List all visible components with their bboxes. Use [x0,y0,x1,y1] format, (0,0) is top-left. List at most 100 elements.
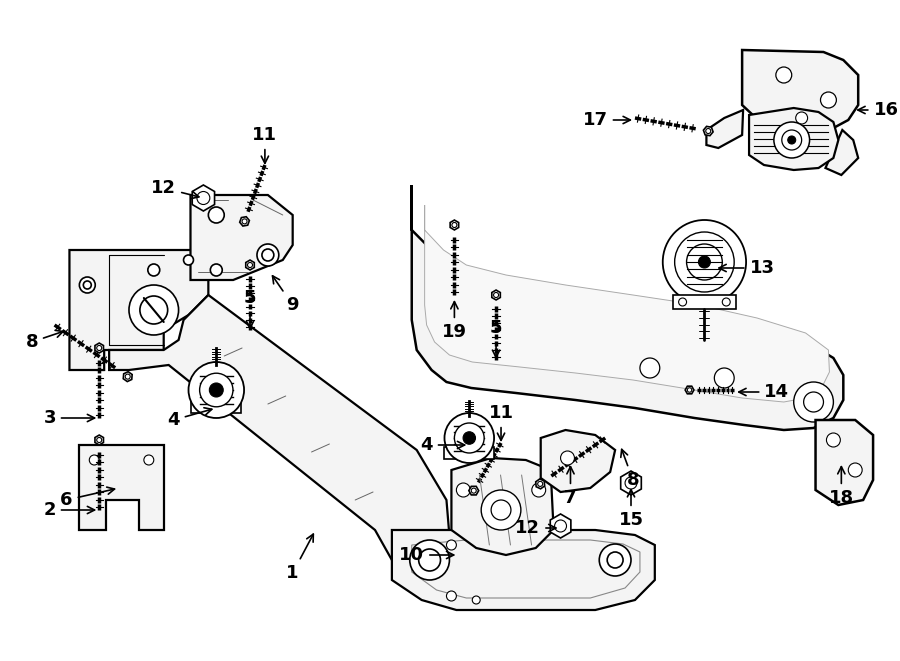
Circle shape [129,285,178,335]
Text: 4: 4 [167,408,212,429]
Circle shape [211,264,222,276]
Circle shape [804,392,824,412]
Circle shape [554,520,566,532]
Circle shape [144,455,154,465]
Circle shape [561,451,574,465]
Text: 19: 19 [442,301,467,341]
Bar [672,295,736,309]
Text: 13: 13 [719,259,775,277]
Circle shape [537,481,543,486]
Text: 11: 11 [489,404,514,440]
Polygon shape [469,486,479,495]
Text: 17: 17 [583,111,630,129]
Circle shape [826,433,841,447]
Circle shape [454,423,484,453]
Text: 5: 5 [244,289,256,329]
Circle shape [184,255,194,265]
Polygon shape [191,195,292,280]
Circle shape [446,591,456,601]
Polygon shape [392,530,655,610]
Polygon shape [193,185,214,211]
Circle shape [608,552,623,568]
Polygon shape [749,108,839,170]
Circle shape [687,244,723,280]
Polygon shape [704,126,713,136]
Text: 16: 16 [858,101,898,119]
Circle shape [197,192,210,204]
Circle shape [788,136,796,144]
Circle shape [794,382,833,422]
Polygon shape [452,458,554,555]
Circle shape [242,219,247,224]
Polygon shape [425,205,830,402]
Text: 7: 7 [564,467,577,507]
Polygon shape [815,420,873,505]
Polygon shape [541,430,615,492]
Circle shape [452,223,457,227]
Polygon shape [706,110,743,148]
Circle shape [188,362,244,418]
Circle shape [84,281,91,289]
Circle shape [625,477,637,489]
Polygon shape [825,130,859,175]
Circle shape [418,549,440,571]
Text: 4: 4 [420,436,464,454]
Polygon shape [239,217,249,226]
Polygon shape [685,386,694,394]
Circle shape [774,122,810,158]
Text: 2: 2 [43,501,94,519]
Circle shape [148,264,159,276]
Circle shape [257,244,279,266]
Text: 1: 1 [286,534,313,582]
Circle shape [79,277,95,293]
Polygon shape [491,290,500,300]
Circle shape [472,596,481,604]
Circle shape [210,383,223,397]
Polygon shape [411,540,640,598]
Text: 6: 6 [60,487,114,509]
Circle shape [688,388,692,392]
Circle shape [849,463,862,477]
Text: 14: 14 [739,383,789,401]
Circle shape [148,304,159,316]
Text: 8: 8 [25,330,63,351]
Circle shape [262,249,274,261]
Polygon shape [79,445,164,530]
Circle shape [96,438,102,442]
Polygon shape [246,260,255,270]
Circle shape [208,207,224,223]
Circle shape [445,413,494,463]
Circle shape [125,374,130,379]
Circle shape [446,540,456,550]
Circle shape [698,256,710,268]
Circle shape [89,455,99,465]
Polygon shape [411,185,843,430]
Polygon shape [95,435,104,445]
Circle shape [140,296,167,324]
Polygon shape [123,371,132,381]
Circle shape [200,373,233,407]
Circle shape [491,500,511,520]
Text: 10: 10 [400,546,454,564]
Polygon shape [621,471,642,495]
Text: 12: 12 [516,519,556,537]
Bar [445,447,494,459]
Bar [192,401,241,413]
Circle shape [410,540,449,580]
Circle shape [706,128,711,134]
Circle shape [493,292,499,297]
Polygon shape [450,220,459,230]
Circle shape [776,67,792,83]
Circle shape [715,368,734,388]
Circle shape [662,220,746,304]
Circle shape [472,488,476,493]
Text: 12: 12 [151,179,199,198]
Text: 3: 3 [43,409,94,427]
Polygon shape [109,295,452,575]
Circle shape [532,483,545,497]
Circle shape [675,232,734,292]
Circle shape [796,112,807,124]
Circle shape [640,358,660,378]
Circle shape [782,130,802,150]
Circle shape [248,262,253,268]
